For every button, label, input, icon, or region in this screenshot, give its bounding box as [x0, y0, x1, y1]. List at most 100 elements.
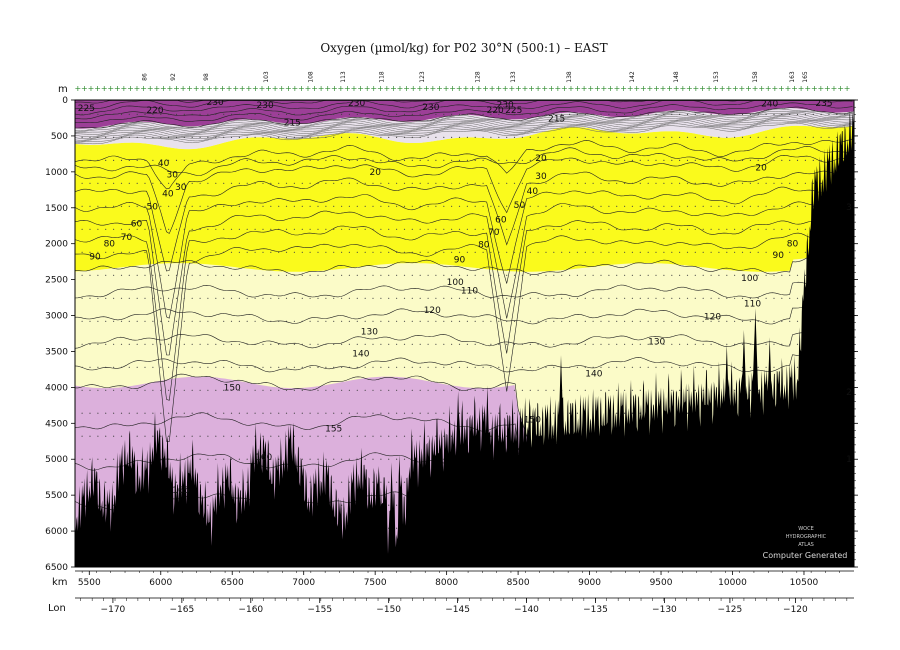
contour-thermocline	[75, 114, 853, 138]
sample-dot	[608, 274, 610, 276]
sample-dot	[679, 159, 681, 161]
sample-dot	[341, 228, 343, 230]
sample-dot	[230, 205, 233, 207]
sample-dot	[175, 458, 178, 460]
sample-dot	[403, 182, 406, 184]
sample-dot	[529, 389, 531, 391]
sample-dot	[773, 113, 775, 115]
sample-dot	[490, 274, 492, 276]
sample-dot	[97, 228, 99, 230]
sample-dot	[113, 389, 115, 391]
station-tick: +	[219, 84, 226, 93]
sample-dot	[388, 205, 390, 207]
sample-dot	[333, 228, 335, 230]
sample-dot	[537, 274, 539, 276]
sample-dot	[105, 228, 107, 230]
sample-dot	[466, 366, 468, 368]
sample-dot	[223, 366, 225, 368]
sample-dot	[616, 136, 618, 138]
station-tick: +	[739, 84, 746, 93]
sample-dot	[120, 343, 123, 345]
station-tick: +	[173, 84, 180, 93]
sample-dot	[458, 389, 461, 391]
station-tick: +	[285, 84, 292, 93]
sample-dot	[513, 228, 516, 230]
sample-dot	[144, 251, 146, 253]
sample-dot	[333, 343, 335, 345]
sample-dot	[600, 343, 602, 345]
station-tick: +	[121, 84, 128, 93]
sample-dot	[474, 366, 476, 368]
depth-unit-label: m	[58, 84, 68, 95]
sample-dot	[230, 136, 233, 138]
sample-dot	[529, 205, 531, 207]
sample-dot	[741, 251, 744, 253]
sample-dot	[529, 136, 531, 138]
sample-dot	[128, 297, 130, 299]
sample-dot	[757, 113, 759, 115]
sample-dot	[553, 412, 555, 414]
sample-dot	[97, 343, 99, 345]
sample-dot	[81, 343, 83, 345]
sample-dot	[765, 366, 767, 368]
contour-60	[75, 186, 853, 319]
sample-dot	[474, 343, 476, 345]
sample-dot	[506, 113, 508, 115]
station-tick: +	[114, 84, 121, 93]
sample-dot	[671, 182, 673, 184]
contour-label: 130	[648, 337, 665, 347]
sample-dot	[309, 205, 311, 207]
sample-dot	[144, 297, 146, 299]
longitude-axis: −170 −165 −160 −155 −150 −145 −140 −135 −130 −125…	[75, 597, 854, 615]
sample-dot	[270, 228, 272, 230]
sample-dot	[734, 274, 736, 276]
sample-dot	[513, 274, 516, 276]
station-tick: +	[364, 84, 371, 93]
station-tick: +	[548, 84, 555, 93]
sample-dot	[458, 297, 461, 299]
sample-dot	[128, 228, 130, 230]
contour-label: 30	[166, 171, 178, 181]
sample-dot	[223, 251, 225, 253]
sample-dot	[348, 113, 350, 115]
sample-dot	[812, 159, 814, 161]
sample-dot	[796, 251, 799, 253]
sample-dot	[309, 481, 311, 483]
sample-dot	[710, 251, 712, 253]
sample-dot	[411, 205, 413, 207]
lon-tick-label: −165	[169, 605, 194, 615]
sample-dot	[105, 320, 107, 322]
sample-dot	[341, 297, 343, 299]
depth-tick-label: 4500	[45, 419, 68, 429]
sample-dot	[458, 412, 461, 414]
sample-dot	[341, 412, 343, 414]
station-tick: +	[318, 84, 325, 93]
sample-dot	[89, 366, 91, 368]
sample-dot	[679, 297, 681, 299]
sample-dot	[293, 320, 295, 322]
sample-dot	[521, 136, 524, 138]
sample-dot	[396, 527, 398, 529]
sample-dot	[498, 251, 500, 253]
sample-dot	[773, 366, 775, 368]
sample-dot	[175, 297, 178, 299]
sample-dot	[576, 113, 579, 115]
sample-dot	[498, 412, 500, 414]
sample-dot	[820, 182, 822, 184]
lon-tick-label: −145	[445, 605, 470, 615]
sample-dot	[537, 205, 539, 207]
sample-dot	[663, 320, 665, 322]
sample-dot	[293, 113, 295, 115]
sample-dot	[765, 320, 767, 322]
sample-dot	[238, 251, 240, 253]
sample-dot	[820, 136, 822, 138]
sample-dot	[333, 297, 335, 299]
sample-dot	[215, 343, 217, 345]
sample-dot	[136, 251, 138, 253]
sample-dot	[812, 182, 814, 184]
contour-140	[75, 351, 853, 373]
sample-dot	[828, 113, 830, 115]
sample-dot	[301, 435, 303, 437]
sample-dot	[207, 389, 209, 391]
sample-dot	[199, 366, 201, 368]
